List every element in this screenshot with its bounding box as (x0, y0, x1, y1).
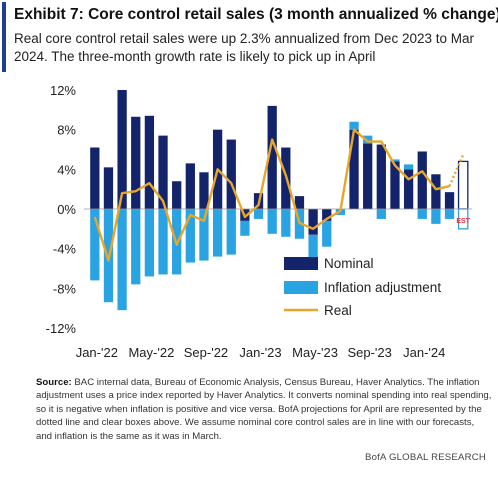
bar-inflation-adjustment (417, 209, 427, 219)
bar-nominal (226, 139, 236, 209)
bar-nominal (103, 167, 114, 209)
source-label: Source: (36, 377, 72, 388)
legend-swatch-nominal (284, 257, 318, 270)
bar-nominal (158, 135, 168, 209)
bar-nominal (294, 196, 305, 209)
y-tick-label: -8% (53, 281, 77, 296)
bar-inflation-adjustment (363, 135, 373, 144)
x-tick-label: Sep-'22 (184, 345, 228, 360)
legend-label: Inflation adjustment (324, 280, 441, 295)
bar-inflation-adjustment (281, 209, 291, 237)
x-tick-label: Jan-'24 (403, 345, 445, 360)
y-tick-label: 0% (57, 202, 76, 217)
source-text: BAC internal data, Bureau of Economic An… (36, 377, 492, 442)
bar-nominal (417, 151, 427, 209)
footer-brand: BofA GLOBAL RESEARCH (365, 452, 486, 463)
bar-nominal (199, 172, 209, 209)
bar-inflation-adjustment (403, 164, 414, 170)
bar-nominal (131, 116, 141, 209)
bar-nominal (444, 192, 455, 209)
y-tick-label: -12% (46, 321, 77, 336)
series-line-real-projection (448, 153, 465, 187)
bar-nominal (172, 181, 182, 209)
x-tick-label: May-'22 (128, 345, 174, 360)
bar-inflation-adjustment (131, 209, 141, 285)
bar-nominal (322, 209, 332, 221)
bar-inflation-adjustment (144, 209, 155, 277)
chart-title: Exhibit 7: Core control retail sales (3 … (14, 6, 498, 23)
y-tick-label: -4% (53, 242, 77, 257)
bar-inflation-adjustment (185, 209, 195, 263)
bar-inflation-adjustment (117, 209, 127, 311)
bar-nominal (457, 160, 469, 210)
bar-inflation-adjustment (253, 209, 264, 219)
bar-nominal (308, 209, 318, 235)
bar-inflation-adjustment (158, 209, 168, 275)
source-note: Source: BAC internal data, Bureau of Eco… (36, 376, 492, 443)
chart-subtitle: Real core control retail sales were up 2… (14, 31, 474, 64)
bar-inflation-adjustment (199, 209, 209, 261)
bar-inflation-adjustment (349, 121, 359, 130)
y-tick-label: 12% (50, 83, 76, 98)
bar-nominal (144, 115, 155, 209)
x-tick-label: May-'23 (292, 345, 338, 360)
legend-label: Nominal (324, 256, 374, 271)
bar-nominal (185, 163, 195, 209)
chart: 12% 8% 4% 0% -4% -8% -12% EST Jan-'22 May-'22 Sep-… (46, 83, 472, 360)
bar-nominal (403, 169, 414, 209)
bar-nominal (349, 129, 359, 209)
bar-nominal (376, 144, 386, 209)
bar-inflation-adjustment (267, 209, 277, 234)
bar-inflation-adjustment (240, 220, 250, 236)
bar-inflation-adjustment (212, 209, 223, 257)
series-line-real (93, 128, 450, 262)
x-tick-label: Sep-'23 (347, 345, 391, 360)
bar-inflation-adjustment (90, 209, 100, 281)
bar-nominal (267, 105, 277, 209)
legend-swatch-inflation-adjustment (284, 281, 318, 294)
x-tick-label: Jan-'22 (76, 345, 118, 360)
bar-inflation-adjustment (444, 209, 455, 219)
projection-label: EST (456, 218, 470, 225)
y-tick-label: 4% (57, 162, 76, 177)
bar-nominal (390, 161, 400, 209)
bar-inflation-adjustment (308, 234, 318, 269)
bar-nominal (363, 143, 373, 209)
y-tick-label: 8% (57, 123, 76, 138)
bar-nominal (431, 174, 441, 209)
x-tick-label: Jan-'23 (239, 345, 281, 360)
bar-inflation-adjustment (390, 159, 400, 162)
bar-nominal (90, 147, 100, 209)
legend-label: Real (324, 303, 352, 318)
bar-inflation-adjustment (226, 209, 236, 255)
bar-inflation-adjustment (376, 209, 386, 219)
bar-inflation-adjustment (322, 220, 332, 247)
accent-bar (2, 2, 6, 72)
bar-inflation-adjustment (431, 209, 441, 224)
bar-nominal (117, 90, 127, 209)
